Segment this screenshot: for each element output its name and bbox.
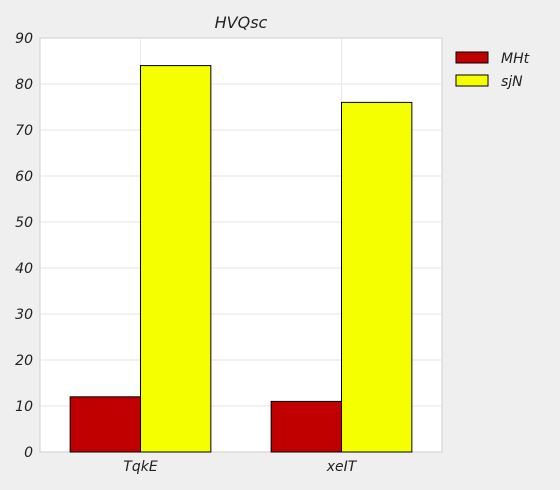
y-tick-label: 10 xyxy=(15,399,33,415)
y-tick-label: 90 xyxy=(15,31,33,47)
y-tick-label: 60 xyxy=(15,169,33,185)
y-tick-label: 70 xyxy=(15,123,33,139)
y-tick-label: 20 xyxy=(15,353,33,369)
y-axis-ticks: 0 10 20 30 40 50 60 70 80 90 xyxy=(15,31,33,461)
y-tick-label: 80 xyxy=(15,77,33,93)
legend-label: MHt xyxy=(501,51,530,67)
x-axis-ticks: TqkE xeIT xyxy=(123,459,357,475)
bars xyxy=(69,65,413,453)
bar-sjN-xeIT xyxy=(341,101,413,453)
y-tick-label: 30 xyxy=(15,307,33,323)
bar-MHt-TqkE xyxy=(69,396,141,453)
bar-MHt-xeIT xyxy=(270,400,342,453)
legend: MHt sjN xyxy=(455,51,530,90)
y-tick-label: 40 xyxy=(15,261,33,277)
chart-title: HVQsc xyxy=(215,13,268,32)
x-tick-label: xeIT xyxy=(326,459,358,475)
y-tick-label: 50 xyxy=(15,215,33,231)
bar-sjN-TqkE xyxy=(140,65,212,453)
y-tick-label: 0 xyxy=(24,445,33,461)
legend-swatch xyxy=(455,74,489,87)
legend-swatch xyxy=(455,51,489,64)
x-tick-label: TqkE xyxy=(123,459,158,475)
legend-label: sjN xyxy=(501,74,523,90)
